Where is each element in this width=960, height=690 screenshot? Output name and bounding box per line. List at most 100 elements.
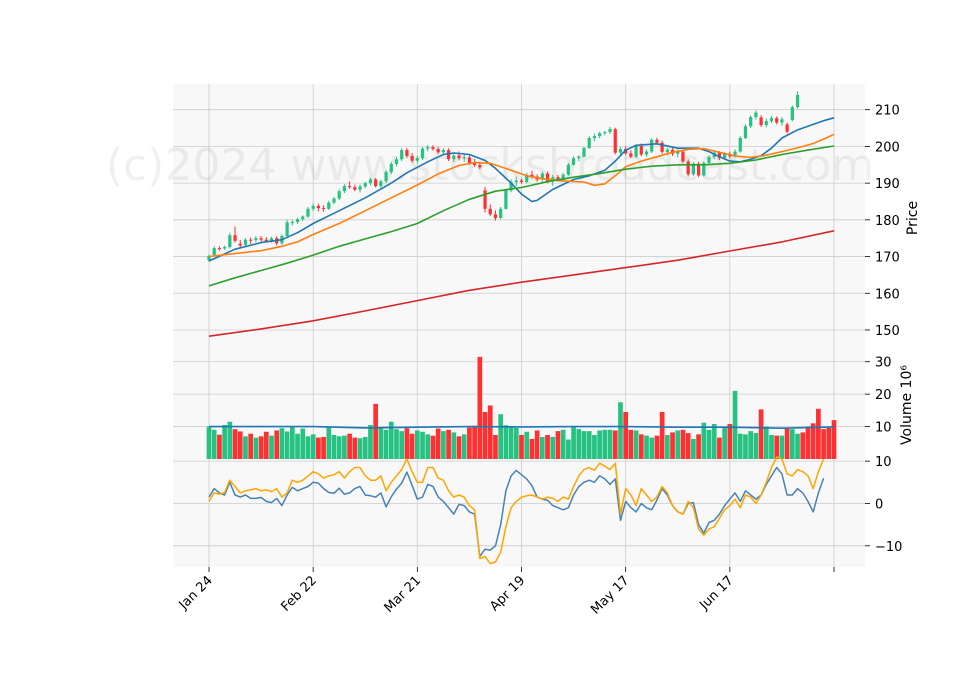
candle-body bbox=[290, 222, 294, 224]
volume-bar bbox=[248, 433, 254, 459]
volume-bar bbox=[529, 438, 535, 459]
candle-body bbox=[311, 205, 315, 209]
candle-body bbox=[457, 155, 461, 159]
volume-bar bbox=[592, 435, 597, 459]
volume-bar bbox=[321, 436, 326, 459]
candle-body bbox=[478, 165, 482, 168]
volume-bar bbox=[795, 433, 800, 459]
candle-body bbox=[769, 118, 774, 122]
candle-body bbox=[608, 129, 612, 133]
volume-bar bbox=[388, 421, 394, 459]
volume-bar bbox=[404, 428, 410, 459]
volume-bar bbox=[805, 426, 811, 459]
candle-body bbox=[243, 239, 248, 245]
candle-body bbox=[493, 214, 498, 218]
volume-bar bbox=[800, 432, 806, 459]
volume-bar bbox=[295, 433, 300, 459]
candle-body bbox=[650, 139, 654, 152]
volume-bar bbox=[211, 429, 217, 459]
candle-body bbox=[499, 208, 503, 218]
candle-body bbox=[775, 118, 779, 123]
candle-body bbox=[592, 136, 597, 138]
volume-bar bbox=[701, 422, 707, 459]
volume-bar bbox=[831, 420, 837, 459]
volume-average-line bbox=[209, 425, 835, 430]
candle-body bbox=[780, 119, 784, 123]
candle-body bbox=[332, 198, 336, 203]
volume-bar bbox=[685, 433, 691, 459]
volume-bar bbox=[539, 436, 545, 459]
candle-body bbox=[269, 238, 274, 242]
candle-body bbox=[733, 151, 737, 157]
volume-bar bbox=[743, 434, 748, 459]
volume-bar bbox=[316, 437, 321, 459]
price-tick-label: 160 bbox=[875, 287, 900, 302]
volume-bar bbox=[524, 431, 530, 459]
volume-bar bbox=[623, 411, 629, 459]
volume-bar bbox=[717, 437, 722, 459]
volume-bar bbox=[362, 436, 368, 459]
volume-bar bbox=[784, 428, 790, 459]
volume-bar bbox=[258, 436, 264, 459]
candle-body bbox=[634, 146, 638, 157]
volume-bar bbox=[508, 427, 514, 459]
candle-body bbox=[368, 179, 373, 184]
volume-bar bbox=[243, 436, 248, 459]
candle-body bbox=[743, 126, 748, 138]
volume-bar bbox=[618, 402, 623, 459]
watermark: (c)2024 www.stocksbroadcast.com bbox=[106, 140, 874, 191]
volume-bar bbox=[482, 411, 488, 459]
volume-bar bbox=[441, 431, 446, 459]
candle-body bbox=[754, 112, 758, 118]
candle-body bbox=[582, 147, 586, 157]
candle-body bbox=[717, 152, 722, 159]
volume-bar bbox=[550, 436, 556, 459]
volume-bar bbox=[336, 436, 342, 459]
volume-bar bbox=[222, 424, 227, 459]
oscillator-line bbox=[208, 466, 825, 558]
volume-bar bbox=[279, 428, 285, 459]
volume-bar bbox=[628, 429, 634, 459]
oscillator-tick-label: 0 bbox=[875, 497, 883, 512]
oscillator-tick-label: −10 bbox=[875, 540, 902, 555]
candle-body bbox=[514, 180, 518, 183]
candle-body bbox=[504, 190, 508, 209]
candle-body bbox=[629, 153, 633, 157]
volume-bar bbox=[680, 429, 686, 459]
volume-bar bbox=[670, 432, 675, 459]
volume-tick-label: 10 bbox=[875, 421, 892, 436]
volume-bar bbox=[696, 434, 701, 459]
volume-bar bbox=[394, 429, 399, 459]
volume-bar bbox=[237, 431, 243, 459]
volume-bar bbox=[368, 424, 373, 459]
candle-body bbox=[348, 186, 352, 188]
volume-bar bbox=[227, 421, 233, 459]
volume-bar bbox=[310, 434, 316, 459]
volume-bar bbox=[534, 430, 540, 459]
candle-body bbox=[686, 161, 690, 175]
candle-body bbox=[702, 162, 706, 176]
volume-bar bbox=[461, 434, 467, 459]
candle-body bbox=[264, 239, 268, 242]
volume-tick-label: 30 bbox=[875, 356, 892, 371]
volume-bar bbox=[748, 431, 754, 459]
volume-bar bbox=[644, 435, 649, 459]
volume-bar bbox=[711, 423, 717, 459]
volume-bar bbox=[789, 429, 795, 459]
volume-bar bbox=[472, 425, 477, 459]
candle-body bbox=[358, 186, 362, 190]
candle-body bbox=[618, 148, 623, 153]
candle-body bbox=[707, 157, 711, 163]
volume-bar bbox=[576, 429, 582, 459]
candle-body bbox=[223, 247, 227, 249]
volume-bar bbox=[737, 433, 743, 459]
candle-body bbox=[400, 150, 404, 160]
grid-lines bbox=[173, 84, 865, 567]
volume-bar bbox=[706, 429, 712, 459]
candle-body bbox=[426, 147, 430, 149]
moving-average-line bbox=[208, 117, 835, 262]
candle-body bbox=[316, 205, 320, 209]
candle-body bbox=[530, 174, 534, 177]
oscillator-panel-background bbox=[173, 459, 865, 567]
candle-body bbox=[603, 132, 607, 134]
